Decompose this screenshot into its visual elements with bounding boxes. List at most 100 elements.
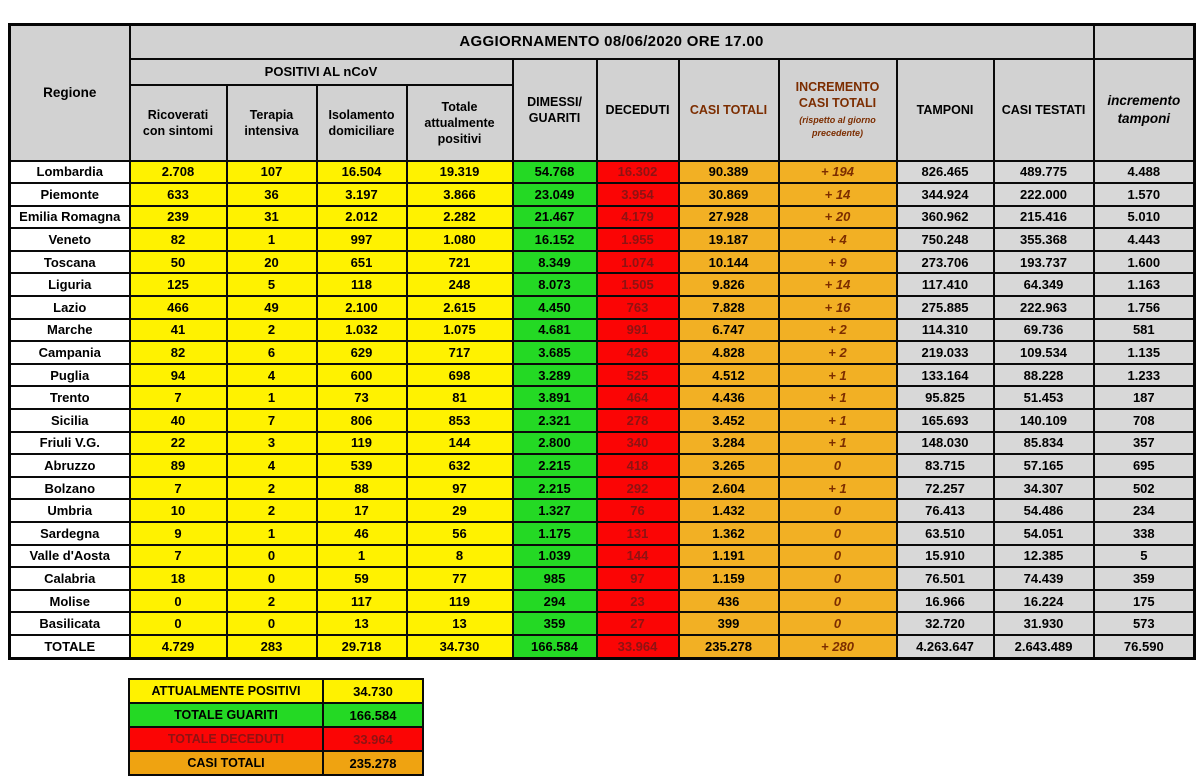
value-cell: 59 — [315, 566, 408, 591]
value-cell: 8.073 — [511, 272, 598, 298]
value-cell: 573 — [1092, 611, 1196, 636]
value-cell: 340 — [595, 430, 680, 456]
value-cell: 140.109 — [992, 408, 1095, 433]
value-cell: 418 — [595, 453, 680, 478]
value-cell: 436 — [677, 588, 780, 614]
value-cell: 41 — [128, 317, 228, 343]
value-cell: 2 — [225, 588, 318, 614]
region-row: Bolzano 7 2 88 97 2.215 292 2.604 + 1 72.257 34.30… — [8, 475, 1196, 501]
value-cell: 539 — [315, 453, 408, 478]
value-cell: 187 — [1092, 385, 1196, 411]
value-cell: 21.467 — [511, 204, 598, 230]
region-name: Bolzano — [8, 475, 131, 501]
value-cell: 76.413 — [895, 498, 995, 523]
region-name: Trento — [8, 385, 131, 411]
legend-value: 34.730 — [322, 678, 424, 704]
value-cell: 34.730 — [405, 633, 514, 660]
header-sub-row: Ricoverati con sintomi Terapia intensiva… — [10, 83, 1195, 162]
value-cell: 4 — [225, 362, 318, 388]
col-header-dimessi-guariti: DIMESSI/ GUARITI — [511, 57, 598, 162]
value-cell: 2.708 — [128, 159, 228, 185]
col-header-deceduti: DECEDUTI — [595, 57, 680, 162]
value-cell: + 14 — [777, 272, 898, 298]
value-cell: 29 — [405, 498, 514, 523]
value-cell: 0 — [777, 521, 898, 546]
value-cell: 51.453 — [992, 385, 1095, 411]
incremento-casi-note: (rispetto al giorno precedente) — [799, 115, 876, 138]
value-cell: 6.747 — [677, 317, 780, 343]
region-name: Toscana — [8, 249, 131, 275]
value-cell: 292 — [595, 475, 680, 501]
totale-label: TOTALE — [8, 633, 131, 660]
value-cell: + 1 — [777, 385, 898, 411]
value-cell: 1.570 — [1092, 182, 1196, 207]
value-cell: 30.869 — [677, 182, 780, 207]
value-cell: 16.966 — [895, 588, 995, 614]
col-header-incremento-casi: INCREMENTO CASI TOTALI (rispetto al gior… — [777, 57, 898, 162]
value-cell: 82 — [128, 227, 228, 252]
summary-legend: ATTUALMENTE POSITIVI 34.730 TOTALE GUARITI… — [128, 678, 424, 776]
value-cell: 721 — [405, 249, 514, 275]
value-cell: 10 — [128, 498, 228, 523]
header-banner-row: Regione AGGIORNAMENTO 08/06/2020 ORE 17.… — [8, 23, 1196, 162]
region-row: Campania 82 6 629 717 3.685 426 4.828 + 2 219.033… — [8, 340, 1196, 365]
region-row: Liguria 125 5 118 248 8.073 1.505 9.826 + 14 117.… — [8, 272, 1196, 298]
value-cell: 118 — [315, 272, 408, 298]
value-cell: 1.955 — [595, 227, 680, 252]
value-cell: 1.039 — [511, 543, 598, 569]
value-cell: 175 — [1092, 588, 1196, 614]
value-cell: 114.310 — [895, 317, 995, 343]
value-cell: 2.100 — [315, 295, 408, 320]
value-cell: 36 — [225, 182, 318, 207]
region-row: Emilia Romagna 239 31 2.012 2.282 21.467 4.179… — [8, 204, 1196, 230]
value-cell: 359 — [511, 611, 598, 636]
value-cell: 27 — [595, 611, 680, 636]
value-cell: 94 — [128, 362, 228, 388]
value-cell: 3.685 — [511, 340, 598, 365]
value-cell: 2.012 — [315, 204, 408, 230]
value-cell: 0 — [777, 453, 898, 478]
value-cell: 20 — [225, 249, 318, 275]
value-cell: 29.718 — [315, 633, 408, 660]
value-cell: 695 — [1092, 453, 1196, 478]
value-cell: 1 — [315, 543, 408, 569]
value-cell: 23.049 — [511, 182, 598, 207]
region-name: Emilia Romagna — [8, 204, 131, 230]
col-header-casi-testati: CASI TESTATI — [992, 57, 1095, 162]
region-row: Sardegna 9 1 46 56 1.175 131 1.362 0 63.510 54.051… — [8, 521, 1196, 546]
value-cell: 16.504 — [315, 159, 408, 185]
region-name: Lazio — [8, 295, 131, 320]
covid-regions-table: Regione AGGIORNAMENTO 08/06/2020 ORE 17.… — [8, 23, 1197, 660]
value-cell: 8 — [405, 543, 514, 569]
legend-value: 235.278 — [322, 750, 424, 776]
value-cell: 275.885 — [895, 295, 995, 320]
value-cell: 991 — [595, 317, 680, 343]
positivi-group-header: POSITIVI AL nCoV — [128, 57, 514, 86]
region-name: Friuli V.G. — [8, 430, 131, 456]
region-name: Piemonte — [8, 182, 131, 207]
region-name: Campania — [8, 340, 131, 365]
value-cell: 4.436 — [677, 385, 780, 411]
value-cell: 1.175 — [511, 521, 598, 546]
value-cell: 2.215 — [511, 475, 598, 501]
value-cell: 5 — [225, 272, 318, 298]
legend-label: ATTUALMENTE POSITIVI — [128, 678, 324, 704]
value-cell: 2.643.489 — [992, 633, 1095, 660]
value-cell: 234 — [1092, 498, 1196, 523]
value-cell: + 16 — [777, 295, 898, 320]
value-cell: 355.368 — [992, 227, 1095, 252]
value-cell: 997 — [315, 227, 408, 252]
value-cell: 76.590 — [1092, 633, 1196, 660]
value-cell: 131 — [595, 521, 680, 546]
value-cell: 133.164 — [895, 362, 995, 388]
region-row: Puglia 94 4 600 698 3.289 525 4.512 + 1 133.164 88… — [8, 362, 1196, 388]
region-name: Abruzzo — [8, 453, 131, 478]
region-name: Puglia — [8, 362, 131, 388]
value-cell: 22 — [128, 430, 228, 456]
col-header-ricoverati: Ricoverati con sintomi — [128, 83, 228, 162]
value-cell: 165.693 — [895, 408, 995, 433]
value-cell: 72.257 — [895, 475, 995, 501]
header-group-row: POSITIVI AL nCoV DIMESSI/ GUARITI DECEDU… — [10, 57, 1196, 162]
value-cell: + 1 — [777, 475, 898, 501]
value-cell: 2 — [225, 475, 318, 501]
